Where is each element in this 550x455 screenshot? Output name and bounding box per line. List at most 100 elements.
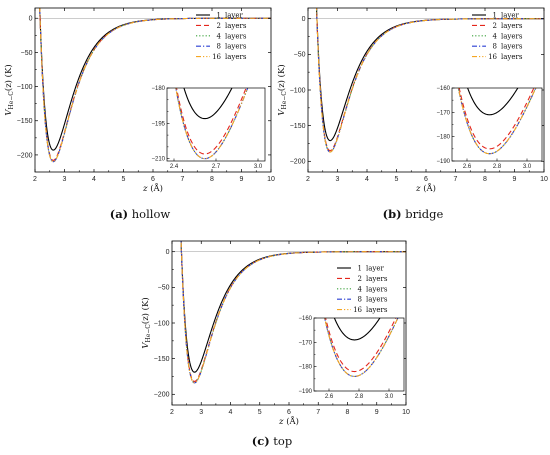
panel-caption: (c) top: [252, 434, 292, 448]
legend-number: 1: [217, 12, 221, 20]
legend-label: layers: [225, 32, 247, 40]
x-tick-label: 6: [151, 176, 155, 183]
series-group: [39, 8, 271, 163]
legend-label: layers: [225, 22, 247, 30]
inset-y-tick-label: −195: [151, 121, 165, 127]
inset-y-tick-label: −180: [436, 135, 450, 141]
x-tick-label: 2: [306, 176, 310, 183]
inset-series-group: [324, 318, 399, 377]
y-tick-label: 0: [29, 16, 33, 23]
y-axis-var: V: [4, 109, 14, 116]
x-tick-label: 10: [267, 176, 275, 183]
inset-y-tick-label: −190: [298, 389, 312, 395]
x-tick-label: 3: [336, 176, 340, 183]
x-axis-unit: (Å): [284, 415, 299, 427]
x-tick-label: 4: [365, 176, 369, 183]
chart-panel: 2 3 4 5 6 7 8 9 10 0 −50 −100 −150 −200 z (Å) VHe−C(z) …: [140, 240, 410, 448]
inset-series-line: [333, 318, 381, 341]
y-axis-var: V: [141, 342, 151, 349]
y-axis-sub: He−C: [281, 91, 288, 110]
inset-background: [314, 318, 404, 391]
x-tick-label: 2: [33, 176, 37, 183]
x-tick-label: 9: [240, 176, 244, 183]
legend-label: layers: [501, 22, 523, 30]
x-tick-label: 3: [63, 176, 67, 183]
y-tick-label: −50: [21, 50, 33, 57]
inset-y-tick-label: −190: [436, 159, 450, 165]
series-line: [180, 241, 406, 384]
x-tick-label: 4: [229, 409, 233, 416]
legend-number: 16: [212, 53, 221, 61]
series-line: [39, 8, 271, 163]
caption-label: (a): [110, 207, 128, 221]
legend-number: 4: [493, 32, 498, 40]
y-tick-label: −100: [17, 84, 33, 91]
x-axis-var: z: [415, 184, 421, 194]
x-axis-label: z (Å): [278, 415, 299, 427]
x-tick-label: 9: [375, 409, 379, 416]
inset: 2.6 2.8 3.0 −160 −170 −180 −190: [436, 86, 543, 170]
series-group: [315, 8, 544, 153]
caption-text: hollow: [128, 207, 170, 221]
caption-label: (c): [252, 434, 270, 448]
x-axis-label: z (Å): [415, 182, 436, 194]
legend-label: layers: [501, 53, 523, 61]
y-axis-sub: He−C: [145, 324, 152, 343]
legend-label: layer: [501, 12, 520, 20]
inset-series-line: [324, 318, 399, 377]
y-axis-var: V: [277, 109, 287, 116]
y-tick-label: −100: [290, 87, 306, 94]
x-tick-label: 7: [181, 176, 185, 183]
x-tick-label: 8: [483, 176, 487, 183]
x-tick-label: 6: [424, 176, 428, 183]
inset-x-tick-label: 3.0: [523, 164, 532, 170]
y-axis-sub: He−C: [8, 91, 15, 110]
y-tick-label: −200: [17, 152, 33, 159]
series-line: [39, 8, 271, 163]
x-tick-label: 10: [540, 176, 548, 183]
inset-x-tick-label: 2.4: [170, 164, 179, 170]
x-tick-label: 9: [513, 176, 517, 183]
inset: 2.6 2.8 3.0 −160 −170 −180 −190: [298, 316, 405, 400]
legend-label: layers: [501, 32, 523, 40]
series-group: [180, 241, 406, 384]
inset-background: [452, 88, 542, 161]
inset-series-line: [325, 318, 397, 373]
legend-label: layers: [366, 296, 388, 304]
legend-label: layers: [366, 285, 388, 293]
x-tick-label: 10: [402, 409, 410, 416]
y-tick-label: −200: [154, 392, 170, 399]
inset-y-tick-label: −160: [298, 316, 312, 322]
legend-label: layers: [501, 43, 523, 51]
caption-label: (b): [383, 207, 402, 221]
inset-series-line: [457, 88, 537, 155]
series-line: [316, 8, 544, 153]
inset-y-tick-label: −180: [151, 86, 165, 92]
y-tick-label: −50: [294, 52, 306, 59]
legend-label: layers: [366, 306, 388, 314]
inset-series-line: [183, 88, 233, 120]
x-tick-label: 5: [258, 409, 262, 416]
y-tick-label: 0: [302, 16, 306, 23]
inset-x-tick-label: 2.6: [325, 394, 334, 400]
x-axis-var: z: [142, 184, 148, 194]
legend-number: 1: [358, 265, 362, 273]
x-tick-label: 2: [170, 409, 174, 416]
inset-background: [167, 88, 265, 161]
x-tick-label: 4: [92, 176, 96, 183]
x-axis-label: z (Å): [142, 182, 163, 194]
x-tick-label: 7: [316, 409, 320, 416]
x-tick-label: 8: [346, 409, 350, 416]
inset-y-tick-label: −170: [436, 110, 450, 116]
x-axis-unit: (Å): [421, 182, 436, 194]
inset-series-line: [467, 88, 519, 116]
legend-label: layers: [225, 53, 247, 61]
legend-label: layers: [225, 43, 247, 51]
legend-label: layer: [225, 12, 244, 20]
inset: 2.4 2.7 3.0 −180 −195 −210: [151, 86, 266, 170]
legend-number: 2: [217, 22, 221, 30]
inset-series-group: [175, 88, 249, 160]
